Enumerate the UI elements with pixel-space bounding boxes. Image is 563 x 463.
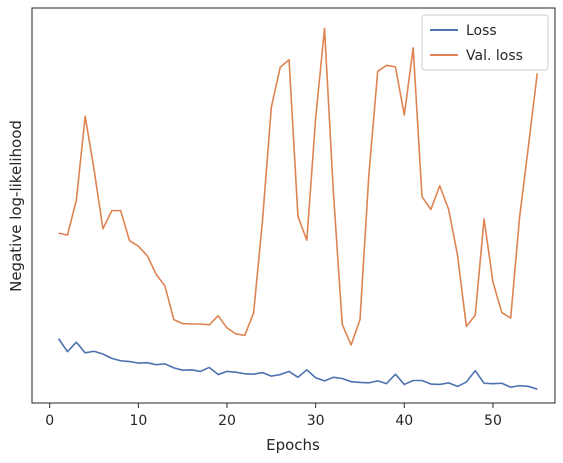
legend-label-val-loss: Val. loss	[466, 48, 523, 64]
series-lines	[57, 27, 539, 390]
legend: Loss Val. loss	[421, 14, 549, 71]
series-line-loss	[57, 338, 538, 390]
x-tick-label: 0	[45, 413, 54, 429]
plot-area: 0 10 20 30 40 50	[31, 7, 556, 429]
plot-frame	[31, 7, 556, 404]
x-tick-label: 30	[307, 413, 325, 429]
x-tick-label: 40	[395, 413, 413, 429]
x-axis-ticks: 0 10 20 30 40 50	[45, 403, 502, 429]
x-tick-label: 10	[129, 413, 147, 429]
legend-label-loss: Loss	[466, 23, 497, 39]
x-tick-label: 50	[484, 413, 502, 429]
x-tick-label: 20	[218, 413, 236, 429]
legend-box	[421, 14, 549, 71]
series-line-val-loss	[58, 27, 539, 346]
x-axis-label: Epochs	[266, 436, 320, 454]
y-axis-label: Negative log-likelihood	[7, 120, 25, 292]
